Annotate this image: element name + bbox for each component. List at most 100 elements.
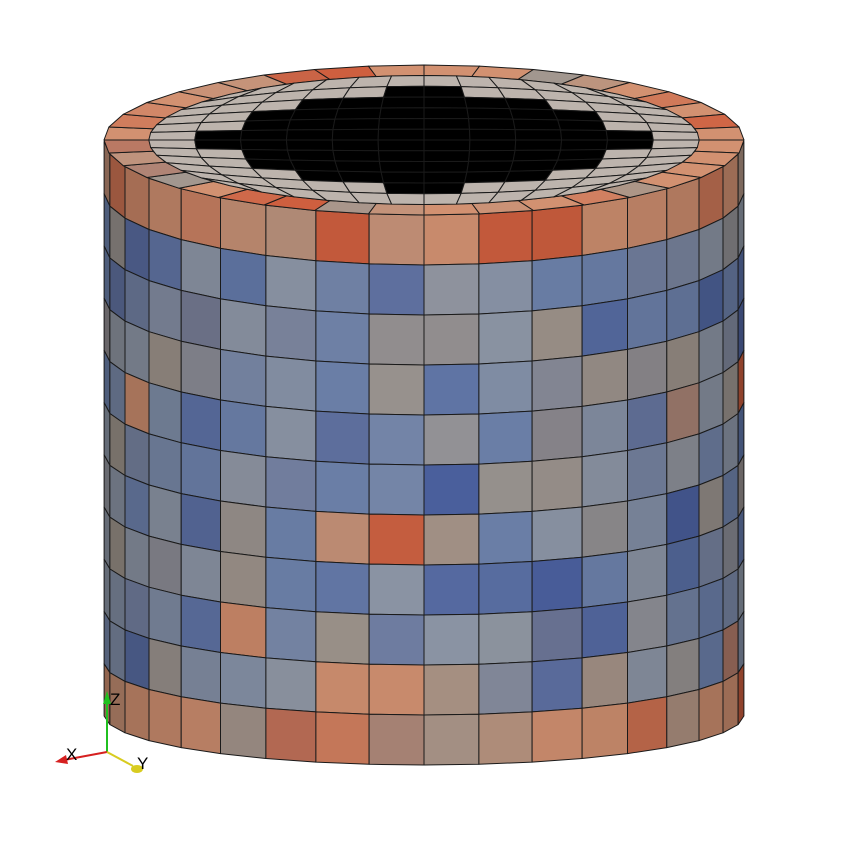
mesh-cell <box>469 128 517 141</box>
mesh-cell <box>383 182 425 195</box>
mesh-cell <box>265 707 317 763</box>
mesh-cell <box>220 298 267 357</box>
mesh-cell <box>220 197 267 256</box>
mesh-cell <box>241 149 291 161</box>
mesh-cell <box>315 310 370 365</box>
mesh-cell <box>180 594 221 653</box>
mesh-cell <box>103 611 111 674</box>
mesh-cell <box>666 280 700 342</box>
mesh-cell <box>103 663 111 726</box>
mesh-cell <box>180 391 221 451</box>
mesh-cell <box>331 128 379 141</box>
mesh-cell <box>605 139 654 150</box>
mesh-cell <box>103 139 154 154</box>
mesh-cell <box>378 107 425 120</box>
mesh-cell <box>265 607 317 663</box>
mesh-cell <box>627 391 668 451</box>
mesh-cell <box>557 149 607 161</box>
mesh-cell <box>380 171 425 184</box>
mesh-cell <box>737 663 745 726</box>
mesh-cell <box>478 410 533 465</box>
mesh-cell <box>531 355 583 412</box>
mesh-cell <box>265 204 317 262</box>
mesh-cell <box>423 139 471 152</box>
mesh-cell <box>103 558 111 622</box>
mesh-cell <box>109 620 126 682</box>
mesh-cell <box>423 160 470 173</box>
mesh-cell <box>560 139 608 151</box>
mesh-cell <box>289 108 339 121</box>
mesh-cell <box>148 586 182 647</box>
mesh-cell <box>464 170 511 184</box>
mesh-cell <box>666 689 700 749</box>
mesh-cell <box>220 348 267 407</box>
cylinder-mesh <box>103 64 745 766</box>
mesh-cell <box>478 561 533 615</box>
mesh-cell <box>368 663 425 716</box>
mesh-cell <box>386 192 425 205</box>
mesh-cell <box>514 139 563 151</box>
mesh-cell <box>423 563 480 616</box>
mesh-cell <box>337 96 384 110</box>
mesh-cell <box>464 96 511 110</box>
mesh-cell <box>512 118 562 131</box>
mesh-cell <box>531 506 583 562</box>
mesh-cell <box>469 139 517 152</box>
mesh-cell <box>368 513 425 566</box>
mesh-cell <box>581 450 628 508</box>
mesh-cell <box>148 280 182 342</box>
mesh-cell <box>698 577 724 639</box>
mesh-cell <box>265 506 317 562</box>
mesh-cell <box>109 464 126 528</box>
mesh-cell <box>737 558 745 622</box>
mesh-cell <box>124 526 150 588</box>
mesh-cell <box>666 586 700 647</box>
mesh-cell <box>581 399 628 458</box>
mesh-cell <box>478 661 533 715</box>
mesh-cell <box>627 493 668 552</box>
mesh-cell <box>627 289 668 350</box>
mesh-cell <box>109 672 126 734</box>
mesh-cell <box>423 182 465 195</box>
mesh-cell <box>124 423 150 486</box>
mesh-cell <box>557 119 607 131</box>
mesh-cell <box>478 310 533 365</box>
mesh-cell <box>220 399 267 458</box>
mesh-cell <box>220 247 267 307</box>
mesh-cell <box>423 713 480 766</box>
mesh-cell <box>180 645 221 704</box>
mesh-cell <box>368 613 425 666</box>
mesh-cell <box>722 672 739 734</box>
mesh-cell <box>666 637 700 698</box>
mesh-cell <box>285 129 334 141</box>
mesh-cell <box>581 298 628 357</box>
mesh-cell <box>368 563 425 616</box>
mesh-cell <box>367 203 425 216</box>
mesh-cell <box>423 313 480 366</box>
mesh-cell <box>334 160 382 173</box>
mesh-cell <box>581 247 628 307</box>
mesh-cell <box>423 128 471 141</box>
mesh-cell <box>531 405 583 462</box>
mesh-cell <box>315 711 370 765</box>
mesh-cell <box>423 663 480 716</box>
mesh-cell <box>722 464 739 528</box>
mesh-cell <box>468 118 516 131</box>
mesh-cell <box>220 601 267 659</box>
mesh-cell <box>423 363 480 416</box>
mesh-cell <box>581 197 628 256</box>
mesh-cell <box>666 382 700 444</box>
mesh-cell <box>286 149 336 162</box>
mesh-cell <box>531 204 583 262</box>
mesh-cell <box>294 97 344 111</box>
mesh-cell <box>315 360 370 415</box>
mesh-cell <box>698 372 724 435</box>
mesh-cell <box>581 348 628 407</box>
mesh-cell <box>378 118 425 130</box>
mesh-cell <box>601 120 653 132</box>
mesh-cell <box>581 702 628 759</box>
mesh-cell <box>109 516 126 579</box>
mesh-cell <box>124 475 150 537</box>
mesh-cell <box>148 433 182 495</box>
